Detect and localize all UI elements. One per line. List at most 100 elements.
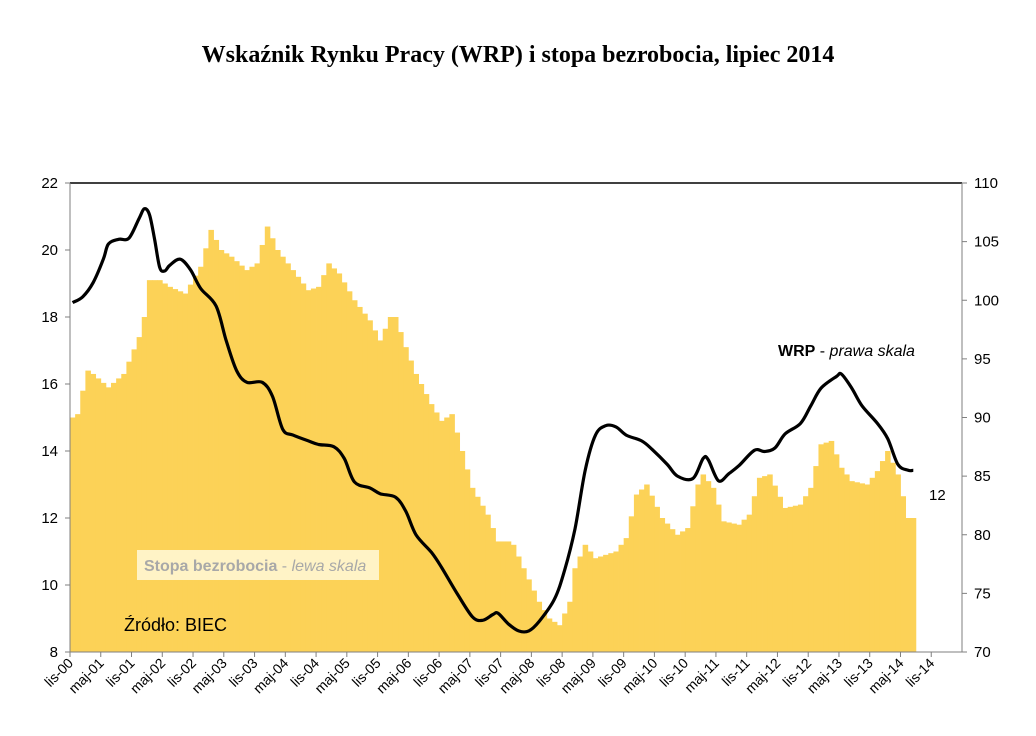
wrp-legend-note: prawa skala — [829, 343, 915, 360]
unemployment-bar — [541, 610, 548, 653]
right-tick-label: 95 — [974, 351, 991, 368]
unemployment-bars — [70, 226, 917, 653]
x-tick-label: lis-14 — [902, 655, 937, 690]
unemployment-bar — [239, 265, 245, 652]
unemployment-bar — [280, 256, 286, 652]
unemployment-bar — [803, 496, 809, 652]
right-tick-label: 80 — [974, 527, 991, 544]
unemployment-bar — [490, 528, 496, 652]
unemployment-bar — [680, 531, 686, 652]
unemployment-bar — [341, 282, 348, 652]
unemployment-bar — [751, 496, 758, 652]
unemployment-bar — [808, 487, 814, 652]
unemployment-bar — [895, 474, 901, 652]
unemployment-bar — [193, 275, 199, 652]
unemployment-bar — [172, 289, 179, 652]
unemployment-bar — [797, 504, 804, 652]
unemployment-bar — [505, 541, 512, 652]
right-tick-label: 110 — [974, 175, 998, 192]
unemployment-bar — [362, 313, 368, 652]
unemployment-bar — [485, 514, 491, 652]
unemployment-bar — [844, 474, 850, 652]
unemployment-bar — [162, 283, 168, 652]
unemployment-bar — [387, 317, 394, 652]
unemployment-bar — [336, 273, 343, 652]
unemployment-bar — [377, 340, 384, 652]
unemployment-bar — [367, 320, 373, 652]
unemployment-bar — [316, 286, 322, 652]
x-tick-label: maj-02 — [127, 655, 169, 697]
wrp-legend: WRP - prawa skala — [778, 343, 915, 360]
unemployment-bar — [859, 483, 865, 652]
unemployment-bar — [828, 440, 835, 652]
unemployment-bar — [649, 495, 655, 652]
x-tick-label: maj-05 — [311, 655, 353, 697]
unemployment-bar — [833, 454, 840, 652]
unemployment-bar — [516, 556, 522, 652]
unemployment-bar — [403, 347, 409, 652]
last-value-label: 12 — [929, 487, 946, 504]
unemployment-bar — [382, 328, 389, 652]
unemployment-bar — [423, 394, 430, 652]
unemployment-bar — [290, 270, 296, 652]
unemployment-bar — [869, 477, 876, 652]
unemployment-bar — [469, 487, 476, 652]
unemployment-bar — [177, 291, 184, 652]
unemployment-bar — [259, 244, 266, 653]
svg-text:Stopa bezrobocia - lewa skala: Stopa bezrobocia - lewa skala — [144, 558, 366, 575]
left-tick-label: 18 — [41, 309, 58, 326]
unemployment-bar — [777, 496, 783, 652]
unemployment-bar — [572, 568, 578, 652]
unemployment-bar — [454, 432, 461, 652]
unemployment-bar — [510, 544, 517, 652]
left-tick-label: 14 — [41, 443, 58, 460]
unemployment-bar — [900, 496, 907, 652]
left-tick-label: 10 — [41, 577, 58, 594]
unemployment-bar — [721, 521, 727, 652]
x-tick-label: maj-01 — [65, 655, 107, 697]
left-tick-label: 20 — [41, 242, 58, 259]
unemployment-bar — [654, 506, 660, 652]
unemployment-bar — [710, 487, 717, 652]
unemployment-bar — [521, 568, 527, 652]
unemployment-legend: Stopa bezrobocia - lewa skala — [137, 550, 379, 580]
unemployment-bar — [249, 266, 255, 652]
unemployment-bar — [623, 538, 630, 652]
unemployment-bar — [321, 275, 327, 653]
unemployment-bar — [326, 263, 332, 652]
unemployment-bar — [782, 507, 789, 652]
unemployment-bar — [767, 474, 773, 652]
unemployment-bar — [121, 373, 127, 652]
unemployment-bar — [690, 506, 696, 652]
right-axis: 70 75 80 85 90 95 100 105 110 — [962, 175, 999, 661]
unemployment-bar — [100, 382, 107, 652]
unemployment-bar — [157, 280, 163, 652]
unemployment-bar — [269, 238, 276, 652]
svg-text:WRP - prawa skala: WRP - prawa skala — [778, 343, 915, 360]
unemployment-bar — [223, 253, 230, 652]
unemployment-bar — [736, 524, 742, 652]
unemployment-bar — [890, 462, 896, 652]
unemployment-bar — [910, 518, 917, 652]
unemployment-bar — [762, 476, 768, 653]
unemployment-bar — [582, 544, 589, 652]
left-tick-label: 8 — [50, 644, 58, 661]
unemployment-bar — [685, 528, 691, 652]
unemployment-bar — [577, 556, 584, 652]
unemployment-bar — [111, 382, 117, 652]
unemployment-bar — [141, 317, 148, 652]
unemployment-legend-name: Stopa bezrobocia — [144, 558, 277, 575]
unemployment-bar — [628, 516, 635, 652]
unemployment-bar — [464, 469, 471, 652]
unemployment-bar — [285, 263, 291, 652]
unemployment-bar — [95, 378, 102, 652]
unemployment-bar — [244, 270, 250, 652]
unemployment-bar — [823, 442, 830, 653]
unemployment-bar — [152, 280, 158, 652]
x-tick-label: maj-06 — [373, 655, 415, 697]
x-tick-label: maj-14 — [865, 655, 907, 697]
unemployment-bar — [275, 250, 281, 652]
unemployment-bar — [813, 466, 819, 652]
right-tick-label: 100 — [974, 292, 999, 309]
unemployment-bar — [90, 373, 97, 652]
